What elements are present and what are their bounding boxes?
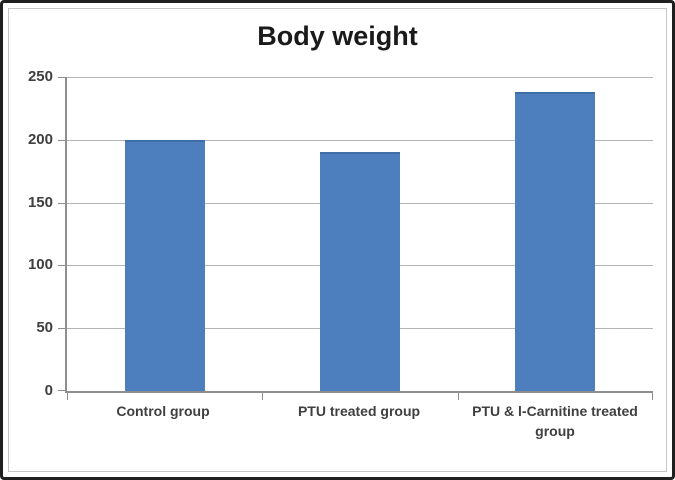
chart-title: Body weight [257,21,418,51]
x-axis-label-1: Control group [116,403,210,419]
plot-area: 0 50 100 150 200 250 [28,69,653,400]
x-axis-tick [457,393,459,400]
y-axis-label: 200 [27,130,53,148]
y-axis-tick [58,202,65,204]
y-axis-tick [58,265,65,267]
y-axis-label: 100 [27,256,53,274]
x-axis-tick [262,393,264,400]
y-axis-tick [58,390,65,391]
y-axis-label: 150 [27,193,53,211]
x-axis-tick [652,393,653,400]
bar-1 [124,139,205,391]
y-axis-label: 0 [44,382,53,399]
y-axis-tick [58,77,65,78]
y-axis-tick [58,139,65,141]
chart-area: Body weight 0 50 100 150 200 250 Control grou… [8,8,667,472]
bar-2 [320,152,400,391]
gridline-y-250 [67,77,653,78]
x-axis-label-3: PTU & l-Carnitine treated group [472,403,638,440]
y-axis-label: 250 [27,68,53,85]
y-axis-tick [58,328,65,330]
x-axis-tick [67,393,68,400]
gridline-y-200 [67,139,653,141]
x-axis-labels: Control group PTU treated group PTU & l-Ca… [65,401,653,442]
bar-3 [515,92,596,391]
x-axis-label-2: PTU treated group [297,403,421,419]
y-axis-label: 50 [36,319,53,337]
